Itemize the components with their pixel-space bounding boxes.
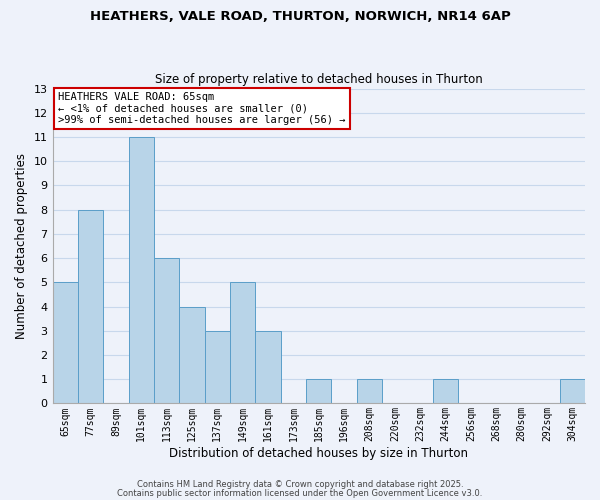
Bar bbox=[128, 137, 154, 404]
Bar bbox=[433, 379, 458, 404]
Bar bbox=[256, 331, 281, 404]
X-axis label: Distribution of detached houses by size in Thurton: Distribution of detached houses by size … bbox=[169, 447, 468, 460]
Text: HEATHERS, VALE ROAD, THURTON, NORWICH, NR14 6AP: HEATHERS, VALE ROAD, THURTON, NORWICH, N… bbox=[89, 10, 511, 23]
Text: HEATHERS VALE ROAD: 65sqm
← <1% of detached houses are smaller (0)
>99% of semi-: HEATHERS VALE ROAD: 65sqm ← <1% of detac… bbox=[58, 92, 346, 125]
Bar bbox=[306, 379, 331, 404]
Bar bbox=[154, 258, 179, 404]
Y-axis label: Number of detached properties: Number of detached properties bbox=[15, 153, 28, 339]
Bar bbox=[357, 379, 382, 404]
Text: Contains public sector information licensed under the Open Government Licence v3: Contains public sector information licen… bbox=[118, 488, 482, 498]
Bar bbox=[179, 306, 205, 404]
Bar bbox=[205, 331, 230, 404]
Bar bbox=[560, 379, 585, 404]
Title: Size of property relative to detached houses in Thurton: Size of property relative to detached ho… bbox=[155, 73, 482, 86]
Text: Contains HM Land Registry data © Crown copyright and database right 2025.: Contains HM Land Registry data © Crown c… bbox=[137, 480, 463, 489]
Bar bbox=[53, 282, 78, 404]
Bar bbox=[230, 282, 256, 404]
Bar bbox=[78, 210, 103, 404]
